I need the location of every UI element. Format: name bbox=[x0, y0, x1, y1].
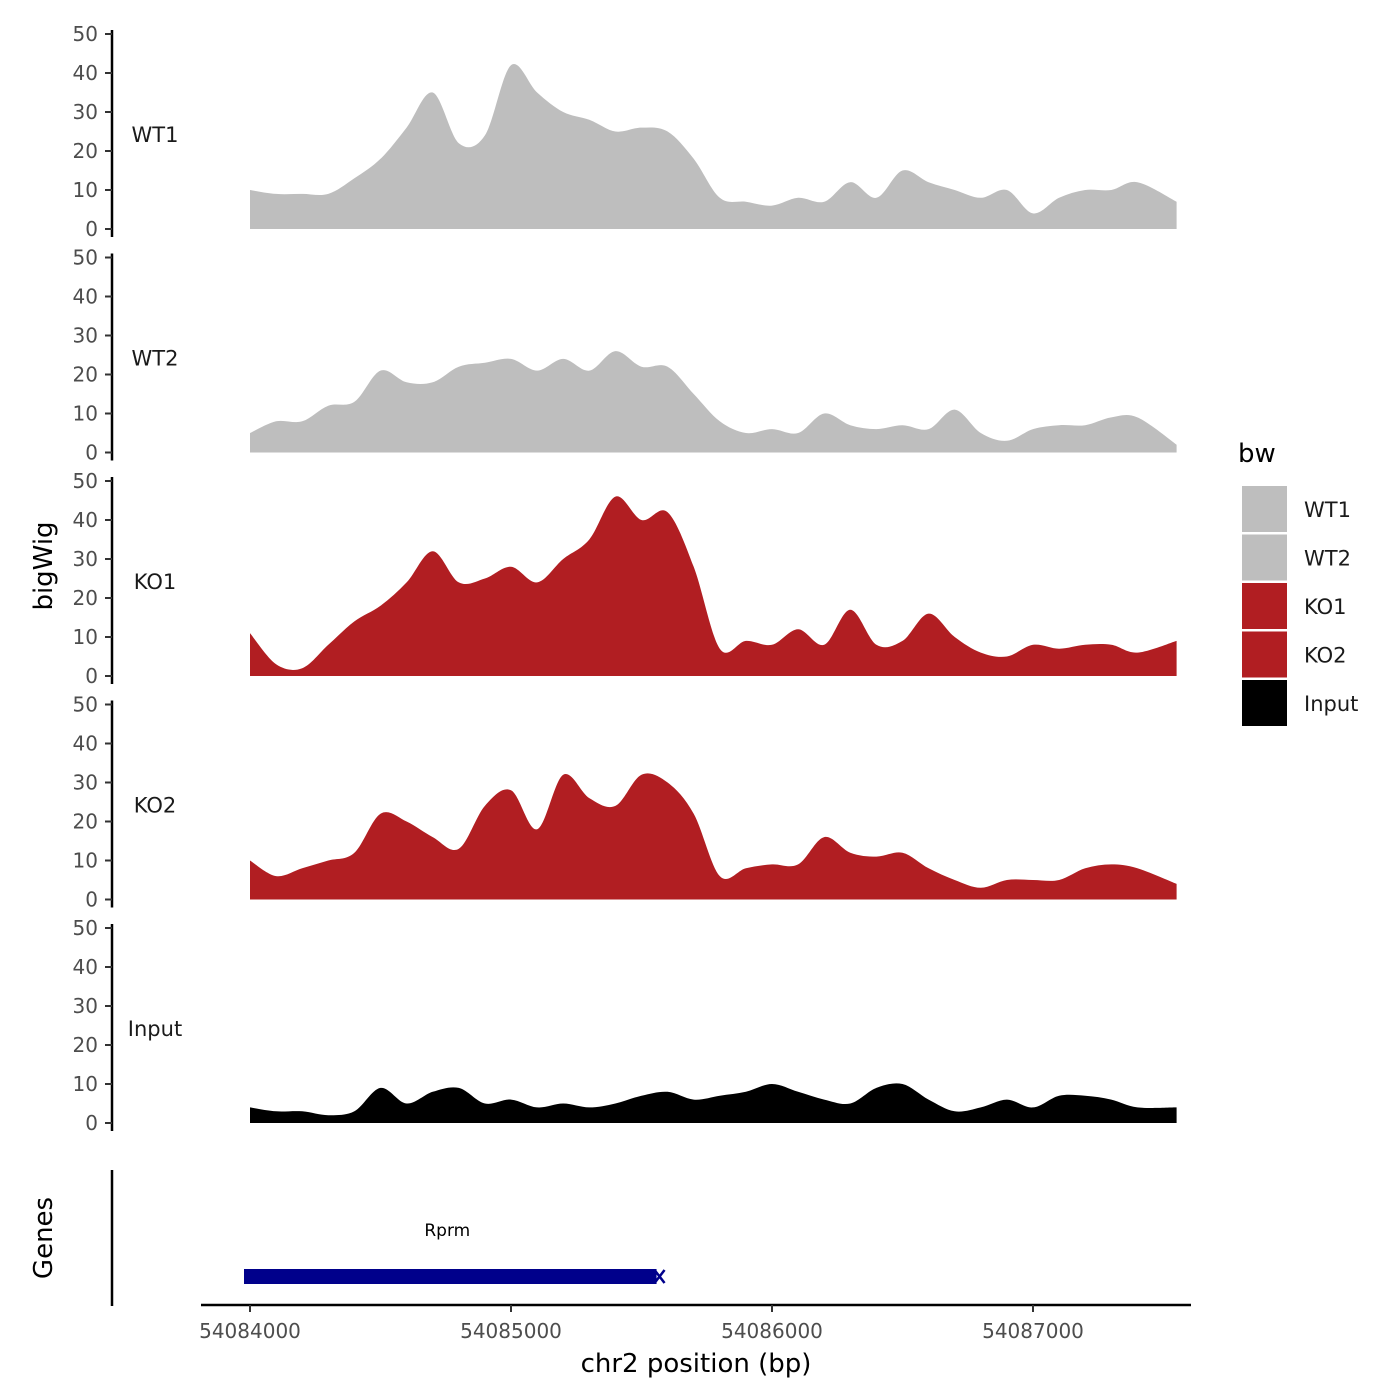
bigwig-tracks: 0 10 20 30 40 50 WT1 0 10 20 30 40 50 WT2 0 10 20 30 40 50 K… bbox=[73, 22, 1177, 1135]
track-label: KO2 bbox=[134, 794, 177, 818]
y-axis-title: bigWig bbox=[29, 521, 59, 610]
x-tick-label: 54085000 bbox=[460, 1319, 562, 1343]
y-tick-label: 40 bbox=[73, 508, 98, 532]
track-ko2: 0 10 20 30 40 50 KO2 bbox=[73, 693, 1177, 912]
coverage-area-ko1 bbox=[250, 496, 1177, 676]
legend-entry: KO2 bbox=[1242, 631, 1347, 678]
y-tick-label: 30 bbox=[73, 100, 98, 124]
y-tick-label: 0 bbox=[85, 1111, 98, 1135]
legend-entry: WT1 bbox=[1242, 486, 1351, 532]
y-tick-label: 10 bbox=[73, 1072, 98, 1096]
x-tick-label: 54084000 bbox=[199, 1319, 301, 1343]
track-input: 0 10 20 30 40 50 Input bbox=[73, 916, 1177, 1135]
y-tick-label: 50 bbox=[73, 916, 98, 940]
y-tick-label: 20 bbox=[73, 586, 98, 610]
gene-body bbox=[244, 1269, 657, 1284]
legend-swatch bbox=[1242, 583, 1287, 629]
y-tick-label: 30 bbox=[73, 324, 98, 348]
legend-label: KO2 bbox=[1304, 644, 1347, 668]
genes-axis-title: Genes bbox=[29, 1197, 59, 1279]
y-tick-label: 20 bbox=[73, 1033, 98, 1057]
gene-name-label: Rprm bbox=[424, 1221, 470, 1241]
legend-label: KO1 bbox=[1304, 595, 1347, 619]
x-tick-label: 54086000 bbox=[721, 1319, 823, 1343]
y-tick-label: 10 bbox=[73, 402, 98, 426]
y-tick-label: 10 bbox=[73, 178, 98, 202]
y-tick-label: 30 bbox=[73, 771, 98, 795]
coverage-area-ko2 bbox=[250, 773, 1177, 900]
gene-panel: Genes Rprm bbox=[29, 1170, 666, 1306]
y-tick-label: 20 bbox=[73, 810, 98, 834]
legend: bw WT1 WT2 KO1 KO2 Input bbox=[1238, 439, 1358, 726]
track-ko1: 0 10 20 30 40 50 KO1 bbox=[73, 469, 1177, 688]
y-tick-label: 10 bbox=[73, 625, 98, 649]
legend-swatch bbox=[1242, 486, 1287, 532]
y-tick-label: 20 bbox=[73, 139, 98, 163]
legend-entry: WT2 bbox=[1242, 534, 1351, 581]
x-axis-title: chr2 position (bp) bbox=[581, 1349, 812, 1379]
y-tick-label: 40 bbox=[73, 732, 98, 756]
y-tick-label: 50 bbox=[73, 693, 98, 717]
track-label: Input bbox=[128, 1017, 182, 1041]
legend-entry: Input bbox=[1242, 680, 1358, 726]
coverage-area-input bbox=[250, 1083, 1177, 1123]
y-tick-label: 20 bbox=[73, 363, 98, 387]
y-tick-label: 50 bbox=[73, 469, 98, 493]
y-tick-label: 40 bbox=[73, 955, 98, 979]
legend-label: Input bbox=[1304, 692, 1358, 716]
legend-entry: KO1 bbox=[1242, 583, 1347, 629]
strand-arrow-icon bbox=[653, 1269, 666, 1284]
track-wt2: 0 10 20 30 40 50 WT2 bbox=[73, 246, 1177, 465]
legend-swatch bbox=[1242, 631, 1287, 678]
x-axis: 54084000 54085000 54086000 54087000 chr2 po… bbox=[199, 1303, 1191, 1379]
y-tick-label: 0 bbox=[85, 664, 98, 688]
track-label: WT2 bbox=[132, 347, 179, 371]
track-wt1: 0 10 20 30 40 50 WT1 bbox=[73, 22, 1177, 241]
track-label: KO1 bbox=[134, 570, 177, 594]
y-tick-label: 0 bbox=[85, 888, 98, 912]
legend-label: WT1 bbox=[1304, 498, 1351, 522]
y-tick-label: 50 bbox=[73, 246, 98, 270]
y-tick-label: 30 bbox=[73, 994, 98, 1018]
legend-label: WT2 bbox=[1304, 547, 1351, 571]
y-tick-label: 50 bbox=[73, 22, 98, 46]
legend-swatch bbox=[1242, 534, 1287, 581]
y-tick-label: 40 bbox=[73, 61, 98, 85]
y-tick-label: 30 bbox=[73, 547, 98, 571]
legend-swatch bbox=[1242, 680, 1287, 726]
legend-title: bw bbox=[1238, 439, 1276, 469]
y-tick-label: 0 bbox=[85, 441, 98, 465]
x-tick-label: 54087000 bbox=[982, 1319, 1084, 1343]
track-label: WT1 bbox=[132, 123, 179, 147]
y-tick-label: 10 bbox=[73, 849, 98, 873]
y-tick-label: 0 bbox=[85, 217, 98, 241]
coverage-area-wt1 bbox=[250, 64, 1177, 229]
coverage-area-wt2 bbox=[250, 351, 1177, 453]
y-tick-label: 40 bbox=[73, 285, 98, 309]
